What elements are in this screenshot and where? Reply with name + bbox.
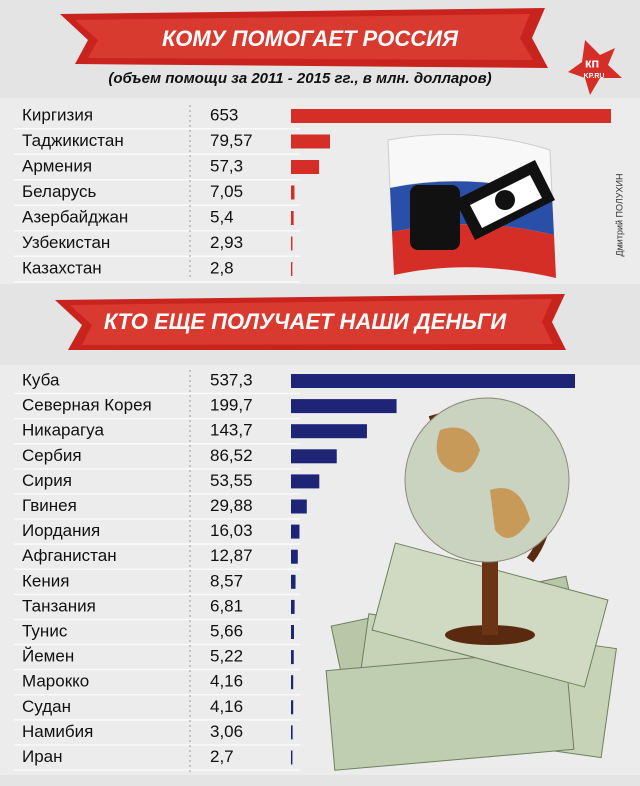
value-label: 5,4 [210,207,234,226]
category-label: Азербайджан [22,207,128,226]
banner-face [75,14,533,60]
value-label: 5,66 [210,621,243,640]
bar [291,399,397,414]
value-label: 4,16 [210,697,243,716]
bar [291,524,300,539]
value-label: 53,55 [210,471,253,490]
category-label: Иордания [22,521,100,540]
value-label: 7,05 [210,182,243,201]
chart-title: КТО ЕЩЕ ПОЛУЧАЕТ НАШИ ДЕНЬГИ [104,309,508,334]
category-label: Афганистан [22,546,117,565]
category-label: Иран [22,747,63,766]
money-illustration [325,397,617,771]
value-label: 199,7 [210,396,253,415]
bar [291,262,293,276]
category-label: Сербия [22,446,82,465]
category-label: Марокко [22,672,89,691]
chart-title: КОМУ ПОМОГАЕТ РОССИЯ [162,26,459,51]
bar [291,700,294,715]
category-label: Куба [22,370,60,389]
logo: кп KP.RU [568,40,622,95]
bar [291,574,296,589]
logo-text: кп [585,55,599,70]
value-label: 29,88 [210,496,253,515]
flag-illustration [387,133,556,278]
value-label: 6,81 [210,596,243,615]
bar [291,424,367,439]
banner-face [70,299,553,345]
value-label: 86,52 [210,446,253,465]
bar [291,625,294,639]
bar [291,211,294,225]
value-label: 16,03 [210,521,253,540]
value-label: 8,57 [210,571,243,590]
category-label: Тунис [22,621,68,640]
bar [291,650,294,665]
category-label: Сирия [22,471,72,490]
bar [291,236,293,251]
category-label: Казахстан [22,258,102,277]
category-label: Гвинея [22,496,77,515]
bar [291,449,337,464]
value-label: 653 [210,105,238,124]
category-label: Йемен [22,647,74,666]
value-label: 143,7 [210,421,253,440]
bar [291,109,611,123]
bar [291,725,293,740]
value-label: 57,3 [210,156,243,175]
value-label: 537,3 [210,370,253,389]
category-label: Северная Корея [22,396,152,415]
bar [291,750,293,765]
bar [291,185,295,200]
logo-site: KP.RU [584,73,605,80]
value-label: 5,22 [210,647,243,666]
credit: Дмитрий ПОЛУХИН [614,174,624,257]
value-label: 12,87 [210,546,253,565]
chart-subtitle: (объем помощи за 2011 - 2015 гг., в млн.… [108,70,491,87]
value-label: 2,93 [210,233,243,252]
category-label: Танзания [22,596,96,615]
bar [291,160,320,174]
category-label: Таджикистан [22,131,124,150]
category-label: Судан [22,697,71,716]
bar [291,134,330,149]
bar [291,675,294,690]
category-label: Кения [22,571,69,590]
category-label: Беларусь [22,182,96,201]
bar [291,549,298,564]
value-label: 2,7 [210,747,234,766]
value-label: 3,06 [210,722,243,741]
value-label: 79,57 [210,131,253,150]
category-label: Намибия [22,722,93,741]
bar [291,374,575,388]
category-label: Армения [22,156,92,175]
bar [291,499,307,514]
bar [291,599,295,614]
category-label: Киргизия [22,105,93,124]
category-label: Никарагуа [22,421,104,440]
category-label: Узбекистан [22,233,110,252]
value-label: 4,16 [210,672,243,691]
value-label: 2,8 [210,258,234,277]
bar [291,474,320,489]
